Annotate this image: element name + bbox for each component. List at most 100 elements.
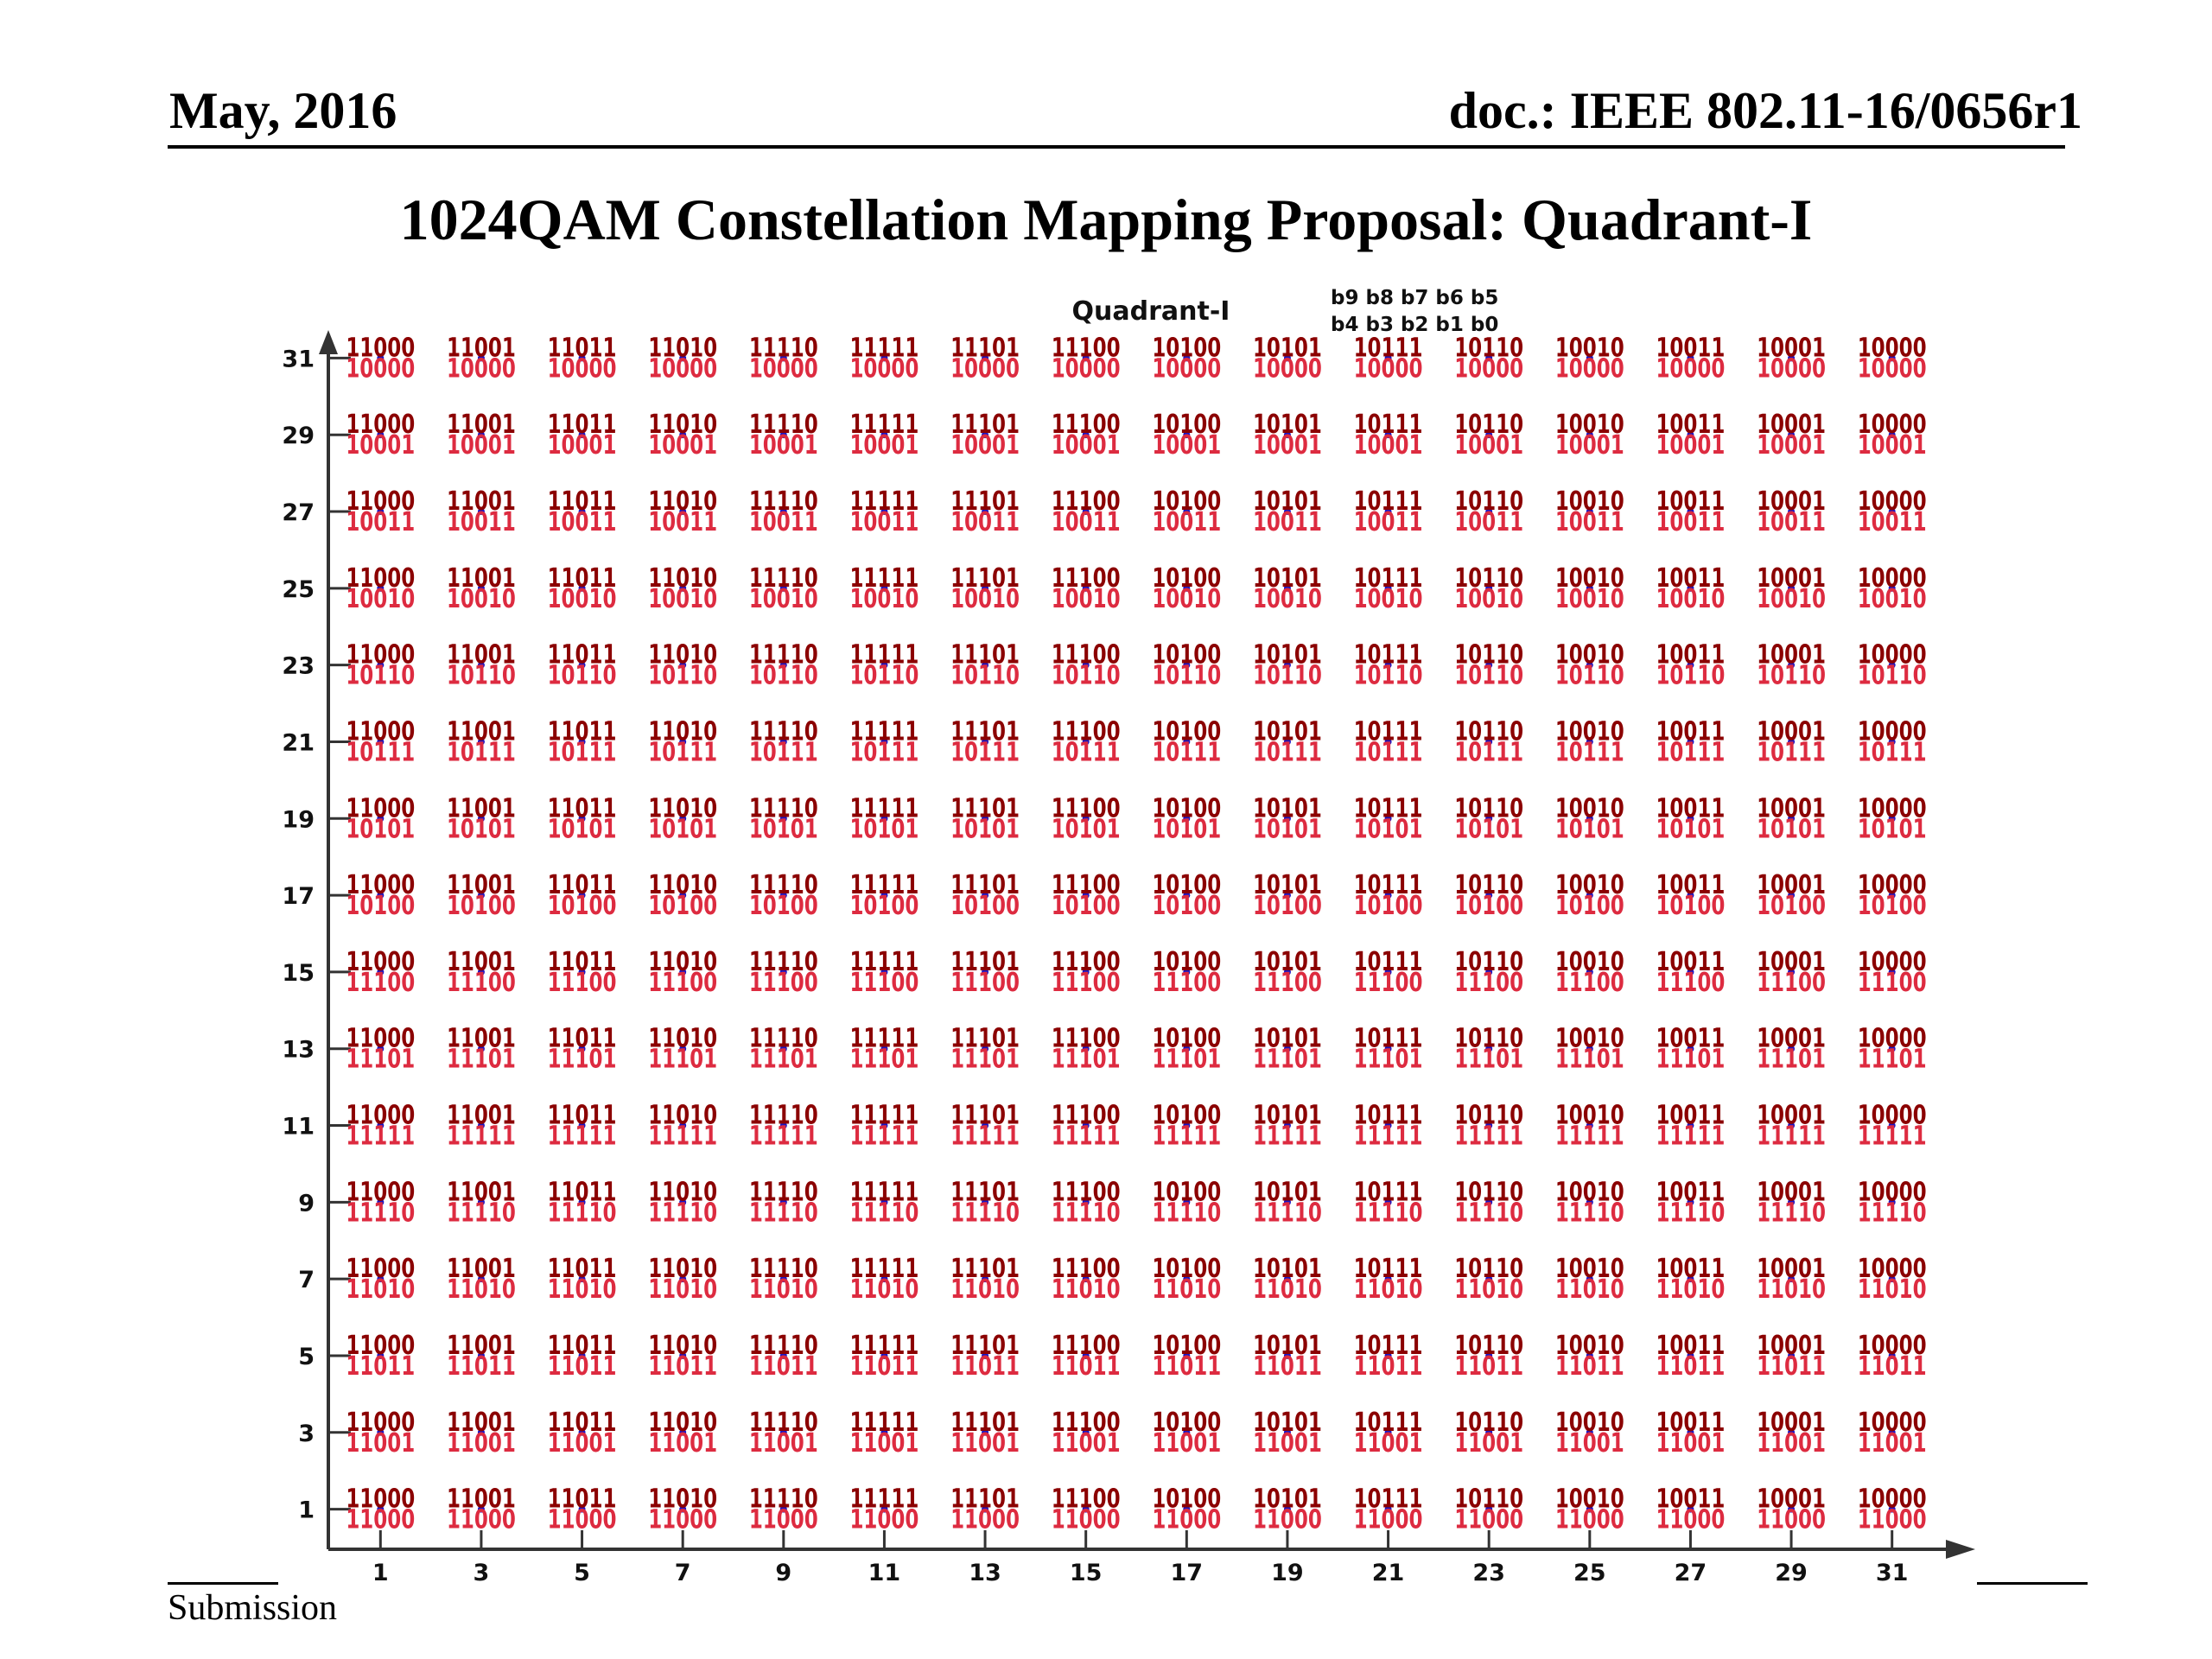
point-bits-b9-b5: 11001 bbox=[447, 870, 516, 900]
point-bits-b4-b0: 10011 bbox=[849, 507, 918, 537]
point-bits-b4-b0: 11011 bbox=[749, 1351, 818, 1382]
point-bits-b9-b5: 10110 bbox=[1454, 333, 1523, 363]
point-bits-b4-b0: 10110 bbox=[1052, 661, 1121, 691]
header-date: May, 2016 bbox=[169, 82, 397, 139]
point-marker bbox=[880, 1428, 888, 1436]
point-bits-b9-b5: 10101 bbox=[1253, 1101, 1322, 1131]
point-bits-b4-b0: 10010 bbox=[346, 584, 415, 614]
point-marker bbox=[377, 1505, 385, 1513]
point-marker bbox=[1788, 584, 1796, 592]
point-bits-b9-b5: 11001 bbox=[447, 1177, 516, 1207]
point-marker bbox=[1283, 354, 1291, 362]
point-bits-b4-b0: 11110 bbox=[1555, 1198, 1624, 1228]
point-marker bbox=[880, 431, 888, 439]
point-bits-b4-b0: 10111 bbox=[1858, 737, 1927, 767]
point-bits-b4-b0: 10010 bbox=[749, 584, 818, 614]
point-bits-b9-b5: 11010 bbox=[648, 1101, 717, 1131]
point-marker bbox=[1183, 584, 1191, 592]
point-bits-b4-b0: 10110 bbox=[1253, 661, 1322, 691]
point-bits-b9-b5: 10110 bbox=[1454, 1177, 1523, 1207]
point-marker bbox=[679, 1045, 687, 1052]
point-bits-b4-b0: 11101 bbox=[1253, 1045, 1322, 1075]
point-bits-b9-b5: 11101 bbox=[950, 716, 1020, 747]
point-bits-b9-b5: 10001 bbox=[1757, 1484, 1826, 1515]
point-bits-b9-b5: 11010 bbox=[648, 1177, 717, 1207]
point-marker bbox=[578, 1198, 586, 1206]
point-bits-b4-b0: 10111 bbox=[849, 737, 918, 767]
point-bits-b9-b5: 10110 bbox=[1454, 870, 1523, 900]
point-marker bbox=[377, 661, 385, 669]
point-bits-b4-b0: 11001 bbox=[447, 1428, 516, 1459]
point-marker bbox=[1586, 584, 1593, 592]
point-bits-b9-b5: 10100 bbox=[1152, 947, 1221, 977]
point-bits-b9-b5: 10001 bbox=[1757, 1331, 1826, 1361]
point-bits-b9-b5: 11010 bbox=[648, 333, 717, 363]
point-marker bbox=[880, 1045, 888, 1052]
point-marker bbox=[982, 738, 989, 746]
point-bits-b4-b0: 10001 bbox=[1152, 430, 1221, 461]
point-bits-b9-b5: 11011 bbox=[548, 333, 617, 363]
point-bits-b9-b5: 10001 bbox=[1757, 563, 1826, 594]
point-marker bbox=[1183, 1275, 1191, 1283]
point-bits-b9-b5: 10111 bbox=[1354, 1408, 1423, 1438]
point-bits-b9-b5: 11101 bbox=[950, 1331, 1020, 1361]
point-bits-b4-b0: 11010 bbox=[1454, 1274, 1523, 1305]
point-bits-b9-b5: 10000 bbox=[1858, 563, 1927, 594]
y-tick-label: 11 bbox=[282, 1114, 315, 1141]
point-bits-b9-b5: 10101 bbox=[1253, 640, 1322, 671]
point-bits-b9-b5: 11011 bbox=[548, 793, 617, 823]
y-tick-label: 27 bbox=[282, 499, 315, 526]
point-marker bbox=[880, 584, 888, 592]
point-bits-b9-b5: 10110 bbox=[1454, 563, 1523, 594]
point-bits-b4-b0: 10011 bbox=[648, 507, 717, 537]
point-bits-b9-b5: 10010 bbox=[1555, 1177, 1624, 1207]
point-bits-b9-b5: 11101 bbox=[950, 1177, 1020, 1207]
point-bits-b4-b0: 11000 bbox=[447, 1505, 516, 1535]
point-marker bbox=[1687, 354, 1694, 362]
point-bits-b4-b0: 10100 bbox=[1858, 891, 1927, 921]
point-marker bbox=[1586, 1428, 1593, 1436]
point-bits-b4-b0: 10011 bbox=[1555, 507, 1624, 537]
point-marker bbox=[1485, 1122, 1493, 1129]
point-bits-b4-b0: 11100 bbox=[849, 968, 918, 998]
point-marker bbox=[477, 1505, 485, 1513]
point-bits-b9-b5: 10000 bbox=[1858, 640, 1927, 671]
point-bits-b9-b5: 10100 bbox=[1152, 1024, 1221, 1054]
point-bits-b9-b5: 10110 bbox=[1454, 1101, 1523, 1131]
point-bits-b4-b0: 11000 bbox=[1757, 1505, 1826, 1535]
point-bits-b4-b0: 10000 bbox=[1052, 353, 1121, 384]
point-bits-b4-b0: 10100 bbox=[1253, 891, 1322, 921]
point-marker bbox=[1485, 892, 1493, 899]
point-bits-b9-b5: 11100 bbox=[1052, 1408, 1121, 1438]
point-bits-b4-b0: 11101 bbox=[849, 1045, 918, 1075]
point-bits-b4-b0: 10010 bbox=[1052, 584, 1121, 614]
point-marker bbox=[1082, 1428, 1090, 1436]
point-marker bbox=[1283, 1275, 1291, 1283]
point-bits-b4-b0: 11011 bbox=[447, 1351, 516, 1382]
point-bits-b4-b0: 10101 bbox=[1354, 814, 1423, 844]
point-bits-b4-b0: 11010 bbox=[849, 1274, 918, 1305]
point-bits-b4-b0: 11101 bbox=[1354, 1045, 1423, 1075]
point-marker bbox=[578, 661, 586, 669]
point-marker bbox=[1788, 968, 1796, 976]
